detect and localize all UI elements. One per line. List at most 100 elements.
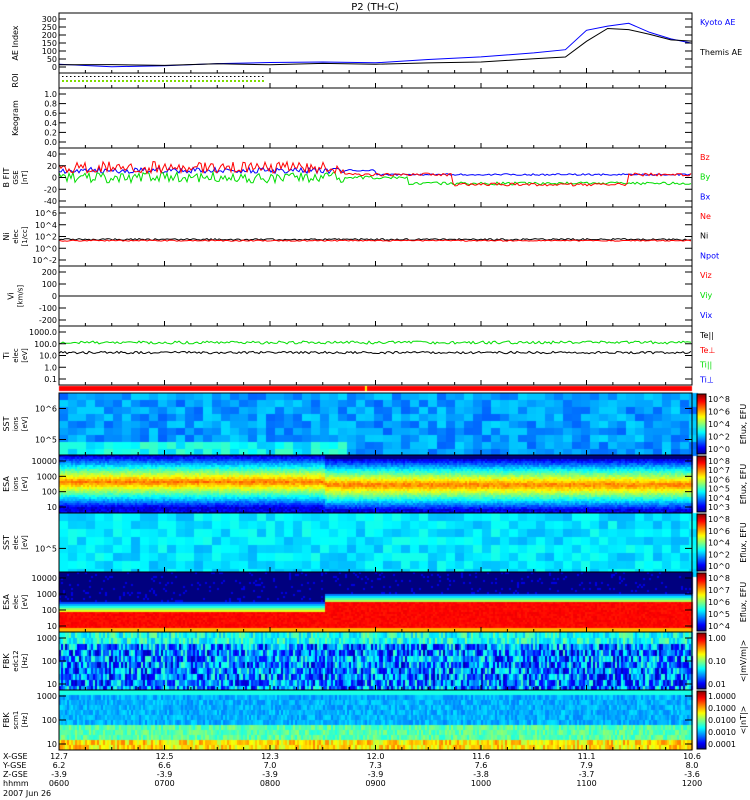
y-axis-label-sst_i: SST	[2, 416, 11, 431]
colorbar-tick-label: 10^0	[708, 562, 730, 571]
y-tick-label-ni: 10^6	[35, 209, 57, 218]
y-axis-label-sst_i: ions	[12, 416, 20, 431]
ephemeris-value: 7.6	[475, 761, 488, 770]
panel-frame-fbk_e	[58, 631, 693, 691]
roi-mark	[150, 80, 152, 82]
roi-mark	[146, 76, 148, 77]
colorbar-sst_e	[696, 513, 707, 572]
roi-mark	[82, 76, 84, 77]
panel-frame-ti	[58, 325, 693, 386]
ephemeris-value: 12.5	[156, 752, 174, 761]
roi-mark	[114, 76, 116, 77]
y-tick-label-fbk_b: 100	[42, 716, 57, 725]
roi-mark	[226, 76, 228, 77]
y-axis-label-esa_e: elec	[12, 595, 20, 610]
ni-line	[58, 237, 692, 241]
y-axis-label-bfit: GSE	[12, 170, 20, 184]
roi-mark	[206, 80, 208, 82]
legend-Bx: Bx	[700, 192, 710, 201]
y-tick-label-bfit: 20	[47, 162, 57, 171]
roi-mark	[142, 76, 144, 77]
roi-mark	[122, 76, 124, 77]
roi-mark	[246, 80, 248, 82]
panel-frame-sst_i	[58, 392, 693, 456]
y-tick-label-sst_e: 10^5	[35, 544, 57, 553]
roi-mark	[222, 80, 224, 82]
roi-mark	[82, 80, 84, 82]
roi-mark	[126, 80, 128, 82]
colorbar-tick-label: 10^3	[708, 503, 730, 512]
roi-mark	[194, 80, 196, 82]
y-axis-label-fbk_b: FBK	[2, 712, 11, 728]
roi-mark	[150, 76, 152, 77]
ephemeris-value: -3.9	[262, 770, 278, 779]
colorbar-label-esa_e: Eflux, EFU	[739, 582, 748, 623]
colorbar-esa_i	[696, 455, 707, 513]
roi-mark	[114, 80, 116, 82]
colorbar-tick-label: 10^7	[708, 586, 730, 595]
y-tick-label-fbk_e: 1000	[37, 634, 57, 643]
colorbar-tick-label: 10^4	[708, 494, 730, 503]
date-label: 2007 Jun 26	[3, 789, 51, 798]
panel-frame-keogram	[58, 87, 693, 149]
roi-mark	[226, 80, 228, 82]
colorbar-tick-label: 10^8	[708, 395, 730, 404]
colorbar-tick-label: 0.10	[708, 657, 726, 666]
y-axis-label-esa_i: ions	[12, 476, 20, 491]
roi-mark	[86, 80, 88, 82]
ephemeris-value: -3.9	[51, 770, 67, 779]
colorbar-label-sst_i: Eflux, EFU	[739, 404, 748, 445]
roi-mark	[106, 80, 108, 82]
ephemeris-value: 11.6	[472, 752, 490, 761]
roi-mark	[234, 76, 236, 77]
ephemeris-value: 0900	[365, 779, 385, 788]
roi-mark	[186, 76, 188, 77]
roi-mark	[90, 76, 92, 77]
legend-By: By	[700, 173, 710, 182]
colorbar-tick-label: 10^2	[708, 550, 730, 559]
y-tick-label-esa_i: 10000	[32, 457, 57, 466]
y-tick-label-fbk_b: 1000	[37, 692, 57, 701]
roi-mark	[238, 76, 240, 77]
roi-mark	[62, 76, 64, 77]
ephemeris-value: 1000	[471, 779, 491, 788]
y-axis-label-ae: AE Index	[11, 25, 20, 60]
colorbar-tick-label: 10^6	[708, 475, 730, 484]
colorbar-tick-label: 10^6	[708, 527, 730, 536]
roi-mark	[182, 80, 184, 82]
y-tick-label-vi: -200	[39, 316, 57, 325]
roi-mark	[166, 80, 168, 82]
y-tick-label-ae: 50	[47, 55, 57, 64]
roi-mark	[230, 80, 232, 82]
roi-mark	[154, 76, 156, 77]
roi-mark	[162, 80, 164, 82]
colorbar-tick-label: 10^5	[708, 485, 730, 494]
colorbar-tick-label: 10^8	[708, 515, 730, 524]
roi-mark	[206, 76, 208, 77]
y-tick-label-fbk_e: 100	[42, 657, 57, 666]
roi-mark	[138, 80, 140, 82]
roi-mark	[166, 76, 168, 77]
roi-mark	[210, 80, 212, 82]
roi-mark	[198, 80, 200, 82]
y-tick-label-esa_e: 1000	[37, 590, 57, 599]
roi-mark	[186, 80, 188, 82]
y-tick-label-sst_i: 10^5	[35, 436, 57, 445]
roi-mark	[254, 76, 256, 77]
y-tick-label-keogram: 1.0	[44, 90, 57, 99]
roi-mark	[126, 76, 128, 77]
legend-Bz: Bz	[700, 153, 710, 162]
roi-mark	[98, 76, 100, 77]
roi-mark	[66, 80, 68, 82]
roi-mark	[218, 80, 220, 82]
ephemeris-value: 8.0	[686, 761, 699, 770]
ephemeris-value: -3.7	[579, 770, 595, 779]
colorbar-fbk_e	[696, 632, 707, 690]
y-tick-label-keogram: 0.4	[44, 119, 57, 128]
colorbar-sst_i	[696, 393, 707, 455]
plot-title: P2 (TH-C)	[351, 2, 399, 13]
roi-mark	[230, 76, 232, 77]
roi-mark	[138, 76, 140, 77]
y-tick-label-esa_e: 100	[42, 606, 57, 615]
colorbar-tick-label: 0.1000	[708, 704, 736, 713]
